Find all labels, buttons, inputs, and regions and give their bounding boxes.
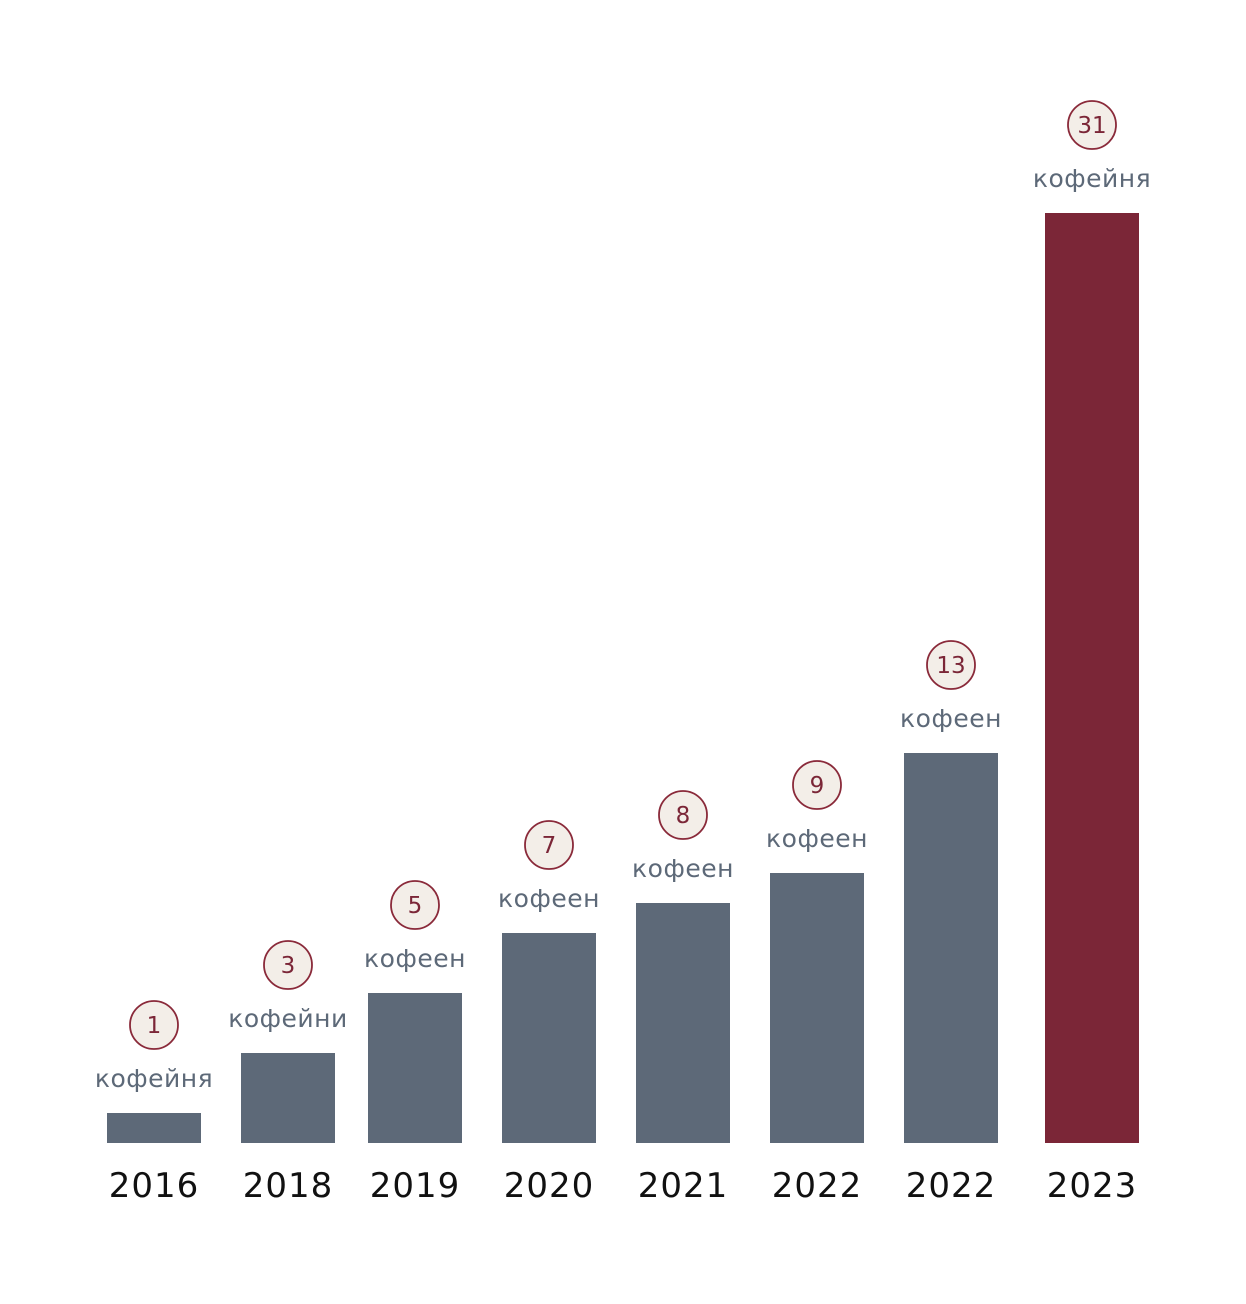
value-badge-circle	[926, 640, 976, 690]
value-unit-label: кофеен	[766, 824, 868, 853]
value-badge-circle	[792, 760, 842, 810]
value-unit-label: кофейни	[228, 1004, 348, 1033]
value-label: 3	[281, 953, 296, 979]
bar-1	[241, 1053, 335, 1143]
value-badge-circle	[524, 820, 574, 870]
bar-2	[368, 993, 462, 1143]
value-badge-circle	[1067, 100, 1117, 150]
bar-6	[904, 753, 998, 1143]
x-tick-label: 2016	[109, 1166, 200, 1206]
bar-3	[502, 933, 596, 1143]
value-badge-circle	[658, 790, 708, 840]
value-unit-label: кофеен	[632, 854, 734, 883]
bar-5	[770, 873, 864, 1143]
value-unit-label: кофеен	[498, 884, 600, 913]
value-badge-circle	[129, 1000, 179, 1050]
bar-4	[636, 903, 730, 1143]
value-label: 5	[408, 893, 423, 919]
value-badge-circle	[390, 880, 440, 930]
bar-7	[1045, 213, 1139, 1143]
x-tick-label: 2022	[906, 1166, 997, 1206]
value-unit-label: кофейня	[95, 1064, 213, 1093]
value-label: 7	[542, 833, 557, 859]
x-tick-label: 2020	[504, 1166, 595, 1206]
x-tick-label: 2023	[1047, 1166, 1138, 1206]
value-unit-label: кофеен	[364, 944, 466, 973]
value-badge-circle	[263, 940, 313, 990]
value-label: 9	[810, 773, 825, 799]
value-label: 13	[936, 653, 965, 679]
value-label: 8	[676, 803, 691, 829]
value-unit-label: кофеен	[900, 704, 1002, 733]
x-tick-label: 2021	[638, 1166, 729, 1206]
x-tick-label: 2018	[243, 1166, 334, 1206]
bar-0	[107, 1113, 201, 1143]
value-label: 31	[1077, 113, 1106, 139]
value-unit-label: кофейня	[1033, 164, 1151, 193]
value-label: 1	[147, 1013, 162, 1039]
x-tick-label: 2022	[772, 1166, 863, 1206]
x-tick-label: 2019	[370, 1166, 461, 1206]
